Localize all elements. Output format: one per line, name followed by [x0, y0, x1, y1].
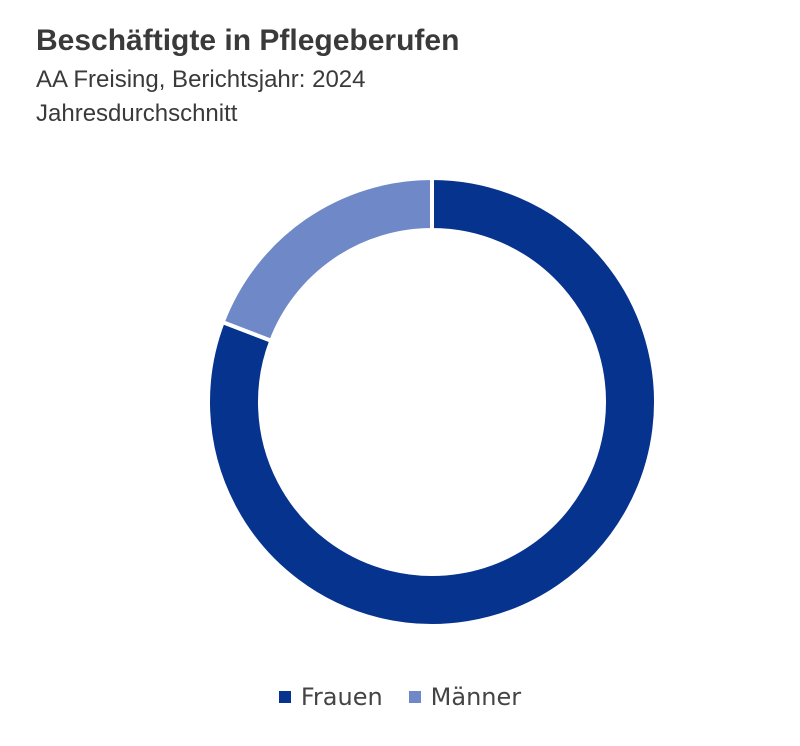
donut-slices [206, 176, 658, 628]
legend-item-maenner: Männer [408, 683, 522, 711]
legend-label-maenner: Männer [430, 683, 522, 711]
legend-label-frauen: Frauen [300, 683, 383, 711]
chart-subtitle-period: Jahresdurchschnitt [36, 100, 238, 127]
chart-title: Beschäftigte in Pflegeberufen [36, 24, 460, 57]
legend-swatch-maenner [408, 691, 421, 703]
legend-item-frauen: Frauen [278, 683, 383, 711]
slice-frauen [206, 176, 658, 628]
chart-legend: Frauen Männer [0, 683, 800, 711]
slice-maenner [220, 176, 434, 343]
chart-subtitle-region: AA Freising, Berichtsjahr: 2024 [36, 66, 366, 93]
legend-swatch-frauen [278, 691, 291, 703]
